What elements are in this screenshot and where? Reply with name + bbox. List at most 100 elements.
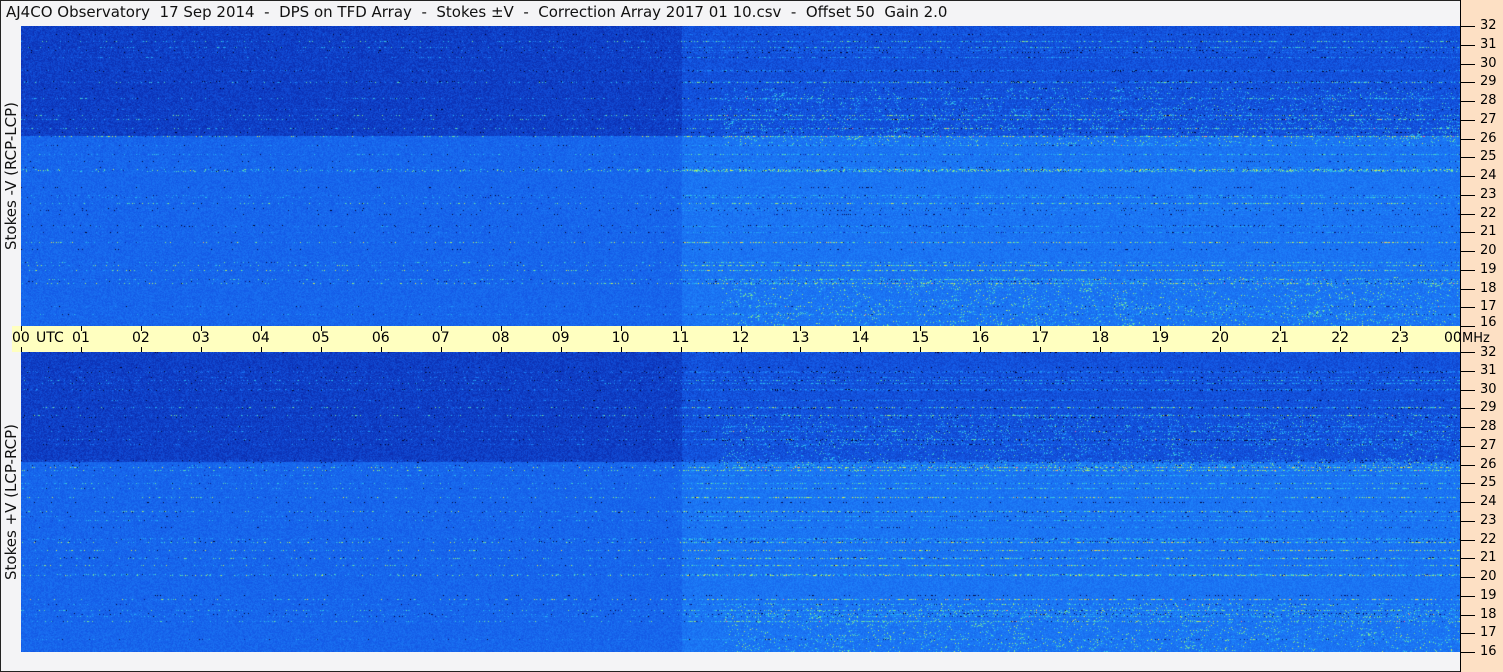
time-tick-label: 18: [1091, 330, 1110, 346]
freq-tick-label: 18: [1480, 280, 1497, 296]
freq-tick: [1461, 370, 1475, 372]
freq-tick-label: 16: [1480, 644, 1497, 659]
time-tick: [200, 347, 202, 352]
freq-tick: [1461, 445, 1475, 447]
time-tick: [21, 347, 22, 352]
freq-tick: [1461, 26, 1475, 27]
time-tick: [680, 347, 682, 352]
freq-tick: [1461, 483, 1475, 485]
freq-tick-label: 31: [1480, 36, 1497, 52]
time-tick: [1460, 347, 1462, 352]
time-tick-label: 17: [1031, 330, 1050, 346]
freq-tick-label: 28: [1480, 419, 1497, 434]
freq-tick-label: 26: [1480, 456, 1497, 472]
freq-tick-label: 25: [1480, 149, 1497, 165]
freq-tick-label: 23: [1480, 186, 1497, 202]
time-tick: [980, 326, 982, 331]
time-tick-label: 21: [1271, 330, 1290, 346]
time-tick: [920, 347, 922, 352]
freq-tick-label: 19: [1480, 261, 1497, 277]
time-tick: [1280, 347, 1282, 352]
time-tick: [500, 326, 502, 331]
freq-tick-label: 24: [1480, 168, 1497, 183]
freq-tick: [1461, 558, 1475, 560]
time-tick: [380, 326, 382, 331]
freq-tick: [1461, 595, 1475, 597]
time-tick-label: 02: [131, 330, 150, 346]
time-tick: [80, 326, 82, 331]
freq-tick: [1461, 539, 1475, 541]
time-tick: [620, 347, 622, 352]
freq-tick: [1461, 251, 1475, 252]
freq-tick: [1461, 464, 1475, 466]
time-tick: [500, 347, 502, 352]
time-tick: [1340, 347, 1342, 352]
freq-tick: [1461, 63, 1475, 65]
freq-tick-label: 18: [1480, 606, 1497, 622]
time-tick: [1040, 347, 1042, 352]
freq-tick: [1461, 138, 1475, 140]
time-tick: [800, 326, 802, 331]
freq-tick: [1461, 232, 1475, 234]
time-tick-label: 09: [551, 330, 570, 346]
time-unit-unit_right: MHz: [1462, 331, 1490, 346]
time-tick: [920, 326, 922, 331]
time-tick: [440, 347, 442, 352]
bottom-panel-label-text: Stokes +V (LCP-RCP): [1, 424, 20, 580]
freq-tick-label: 24: [1480, 494, 1497, 509]
time-tick-label: 16: [971, 330, 990, 346]
time-tick: [320, 326, 322, 331]
freq-tick-label: 20: [1480, 243, 1497, 258]
time-tick: [800, 347, 802, 352]
freq-tick-label: 20: [1480, 569, 1497, 584]
time-unit-unit_left: UTC: [36, 330, 64, 346]
freq-tick-label: 17: [1480, 625, 1497, 641]
freq-tick: [1461, 427, 1475, 428]
freq-tick-label: 27: [1480, 437, 1497, 453]
time-tick: [320, 347, 322, 352]
freq-tick: [1461, 119, 1475, 121]
top-panel-label: Stokes -V (RCP-LCP): [0, 26, 21, 326]
time-tick: [560, 347, 562, 352]
freq-tick: [1461, 288, 1475, 290]
freq-tick: [1461, 194, 1475, 196]
time-tick-label: 19: [1151, 330, 1170, 346]
time-tick-label: 12: [731, 330, 750, 346]
time-tick-label: 06: [371, 330, 390, 346]
freq-tick: [1461, 577, 1475, 578]
freq-tick: [1461, 408, 1475, 410]
freq-tick: [1461, 176, 1475, 177]
freq-tick: [1461, 389, 1475, 391]
freq-tick: [1461, 502, 1475, 503]
freq-tick-label: 17: [1480, 299, 1497, 315]
freq-tick-label: 30: [1480, 381, 1497, 397]
freq-tick: [1461, 614, 1475, 616]
freq-tick-label: 25: [1480, 475, 1497, 491]
freq-tick-label: 26: [1480, 130, 1497, 146]
freq-tick: [1461, 652, 1475, 653]
freq-tick: [1461, 101, 1475, 102]
time-tick: [1280, 326, 1282, 331]
time-tick-label: 07: [431, 330, 450, 346]
time-tick: [260, 347, 262, 352]
time-tick-label: 22: [1331, 330, 1350, 346]
time-tick: [1220, 326, 1222, 331]
freq-tick: [1461, 326, 1475, 327]
freq-tick-label: 31: [1480, 362, 1497, 378]
freq-tick-label: 32: [1480, 18, 1497, 33]
top-panel-label-text: Stokes -V (RCP-LCP): [1, 102, 20, 250]
time-tick-label: 11: [671, 330, 690, 346]
freq-tick: [1461, 520, 1475, 522]
time-tick: [680, 326, 682, 331]
freq-tick: [1461, 269, 1475, 271]
frequency-axis: 32 31 30 29 28 27 26 25 24 23 22 21 20 19 18 17 16 32 31 30…: [1460, 0, 1503, 672]
time-tick: [260, 326, 262, 331]
freq-tick: [1461, 307, 1475, 309]
time-tick-label: 03: [191, 330, 210, 346]
time-tick: [1160, 347, 1162, 352]
time-tick: [440, 326, 442, 331]
time-tick-label: 14: [851, 330, 870, 346]
freq-tick-label: 30: [1480, 55, 1497, 71]
time-tick: [1460, 326, 1462, 331]
time-tick-label: 00: [1444, 330, 1462, 346]
